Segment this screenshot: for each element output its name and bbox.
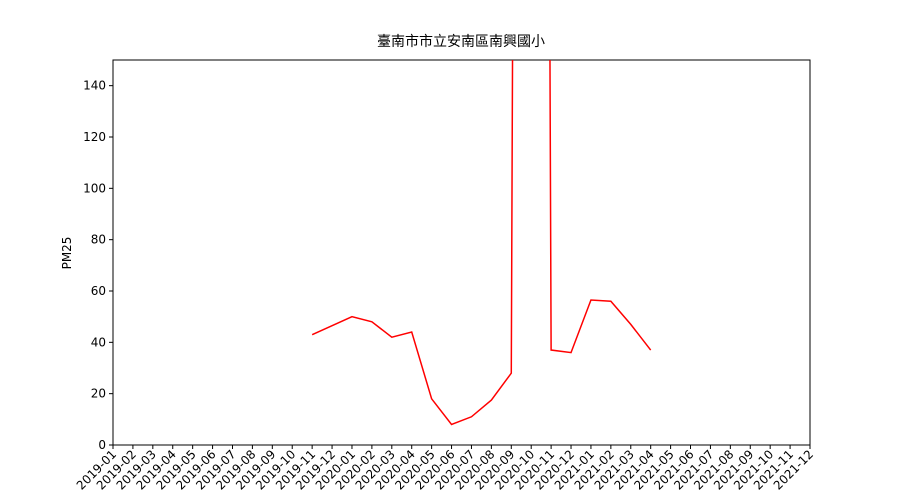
y-tick-label: 0 [98,438,106,452]
y-tick-label: 60 [91,284,106,298]
chart-title: 臺南市市立安南區南興國小 [377,33,545,50]
y-tick-label: 120 [83,130,106,144]
plot-frame [112,59,811,446]
y-tick-label: 80 [91,233,106,247]
y-tick-label: 100 [83,181,106,195]
data-line [311,60,652,426]
y-tick-label: 140 [83,79,106,93]
y-axis-label: PM25 [60,237,74,270]
y-tick-label: 20 [91,387,106,401]
y-tick-label: 40 [91,335,106,349]
